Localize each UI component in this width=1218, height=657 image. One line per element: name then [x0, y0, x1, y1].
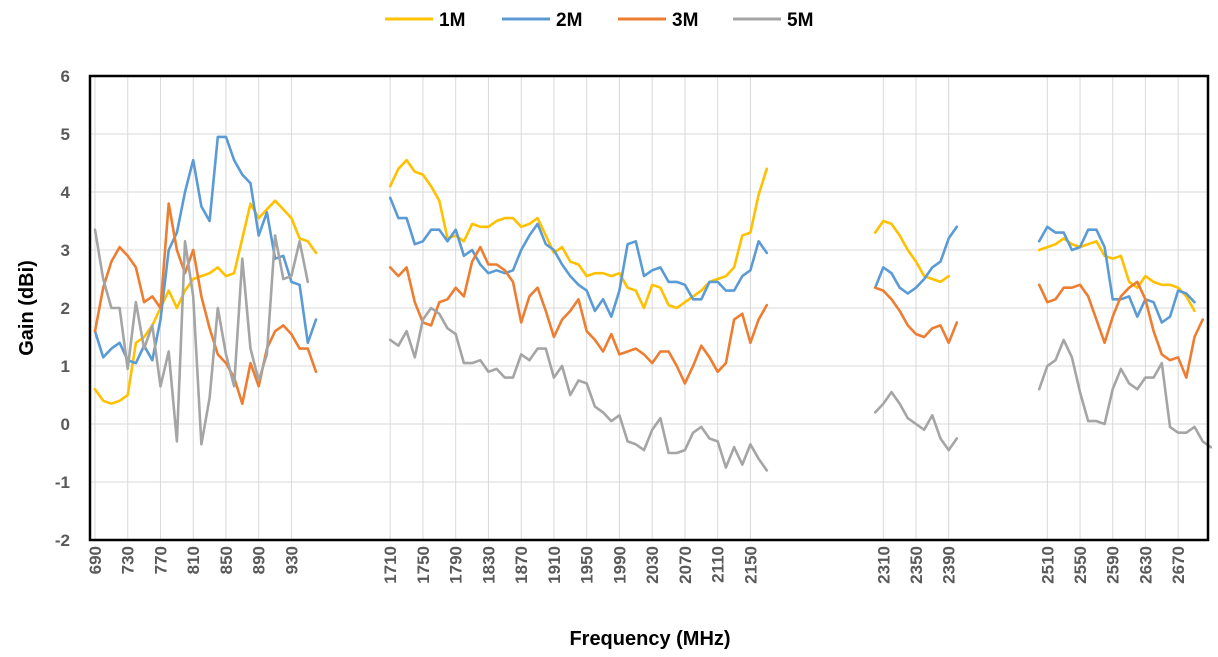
x-tick-label: 2630 — [1136, 546, 1155, 584]
y-tick-label: 3 — [61, 241, 70, 260]
y-tick-label: 4 — [61, 183, 71, 202]
y-tick-label: 5 — [61, 125, 70, 144]
series-line-5M — [1037, 338, 1213, 449]
x-tick-label: 1830 — [479, 546, 498, 584]
x-tick-label: 2110 — [709, 546, 728, 583]
x-tick-label: 1710 — [381, 546, 400, 584]
x-tick-label: 2590 — [1104, 546, 1123, 584]
series-line-3M — [873, 286, 959, 345]
x-tick-label: 690 — [86, 546, 105, 574]
x-axis-title: Frequency (MHz) — [569, 628, 730, 650]
series-line-1M — [93, 199, 318, 406]
plot-area-border — [88, 74, 1210, 542]
x-tick-label: 2150 — [741, 546, 760, 584]
x-axis-ticks: 690 730 770 810 850 890 930 1710 1750 1790 1830 187… — [86, 546, 1188, 584]
series-line-1M — [873, 219, 951, 284]
x-tick-label: 810 — [184, 546, 203, 574]
x-tick-label: 1750 — [414, 546, 433, 584]
series-line-3M — [1037, 280, 1204, 379]
series-line-5M — [93, 228, 310, 446]
series-line-5M — [388, 306, 769, 472]
x-tick-label: 1790 — [447, 546, 466, 584]
x-tick-label: 1990 — [610, 546, 629, 584]
series-line-1M — [1037, 237, 1196, 313]
y-tick-label: -2 — [55, 531, 70, 550]
x-tick-label: 2030 — [643, 546, 662, 584]
series-layer — [93, 135, 1213, 472]
x-tick-label: 2510 — [1038, 546, 1057, 584]
y-tick-label: 0 — [61, 415, 70, 434]
legend-label-5M: 5M — [787, 10, 813, 31]
legend-label-1M: 1M — [439, 10, 465, 31]
x-tick-label: 850 — [217, 546, 236, 574]
x-tick-label: 1950 — [578, 546, 597, 584]
y-tick-label: 1 — [61, 357, 70, 376]
series-line-2M — [388, 196, 769, 319]
y-axis-title: Gain (dBi) — [16, 260, 38, 356]
x-tick-label: 1870 — [512, 546, 531, 584]
series-line-1M — [388, 158, 769, 310]
series-1M — [93, 158, 1196, 406]
x-tick-label: 930 — [282, 546, 301, 574]
y-tick-label: 6 — [61, 67, 70, 86]
y-tick-label: 2 — [61, 299, 70, 318]
y-tick-label: -1 — [55, 473, 70, 492]
x-tick-label: 890 — [250, 546, 269, 574]
series-line-3M — [93, 202, 318, 406]
series-line-3M — [388, 245, 769, 385]
x-tick-label: 770 — [151, 546, 170, 574]
x-tick-label: 2670 — [1169, 546, 1188, 584]
x-tick-label: 2310 — [874, 546, 893, 584]
series-3M — [93, 202, 1204, 406]
y-axis-ticks: 6 5 4 3 2 1 0 -1 -2 — [55, 67, 71, 550]
x-tick-label: 2070 — [676, 546, 695, 584]
series-line-2M — [873, 225, 959, 295]
x-tick-label: 2350 — [907, 546, 926, 584]
x-tick-label: 2550 — [1071, 546, 1090, 584]
series-line-2M — [1037, 225, 1196, 324]
legend-label-2M: 2M — [556, 10, 582, 31]
x-tick-label: 730 — [119, 546, 138, 574]
series-5M — [93, 228, 1213, 472]
grid-lines — [90, 75, 1208, 541]
x-tick-label: 1910 — [545, 546, 564, 584]
x-tick-label: 2390 — [940, 546, 959, 584]
legend: 1M 2M 3M 5M — [385, 10, 813, 31]
legend-label-3M: 3M — [672, 10, 698, 31]
series-line-5M — [873, 390, 959, 452]
